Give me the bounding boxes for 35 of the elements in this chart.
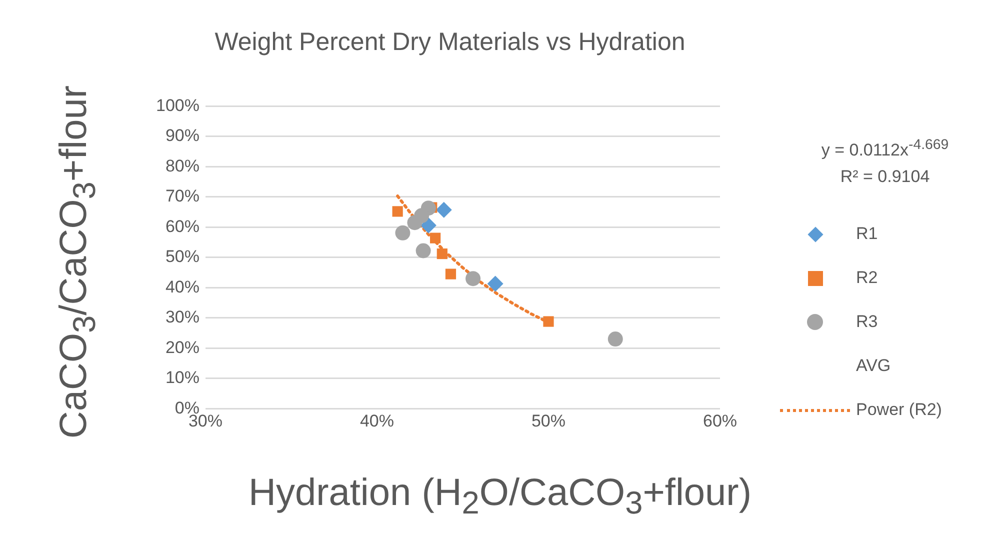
point: [445, 268, 456, 280]
point: [466, 271, 481, 286]
x-tick-label: 40%: [360, 411, 394, 430]
legend-label: R1: [856, 224, 878, 244]
point: [416, 243, 431, 258]
y-tick-label: 50%: [165, 247, 200, 266]
point: [543, 316, 554, 327]
chart-title: Weight Percent Dry Materials vs Hydration: [214, 28, 686, 57]
y-tick-label: 40%: [165, 277, 200, 296]
legend-label: Power (R2): [856, 400, 942, 420]
point: [395, 225, 410, 240]
point: [436, 248, 448, 260]
text: AVG: [856, 356, 891, 376]
point: [436, 202, 452, 218]
point: [407, 215, 422, 230]
point: [430, 232, 441, 244]
point: [392, 206, 403, 217]
x-axis-title: Hydration (H$_{2}$O/CaCO$_{3}$+flour): [248, 472, 752, 522]
y-tick-label: 60%: [165, 216, 200, 236]
x-tick-label: 50%: [531, 411, 566, 430]
legend-label: R2: [856, 268, 878, 288]
y-tick-label: 10%: [165, 368, 200, 388]
point: [608, 332, 623, 347]
legend-label: R3: [856, 312, 878, 332]
y-tick-label: 30%: [165, 308, 200, 327]
point: [487, 276, 504, 292]
y-tick-label: 70%: [165, 186, 200, 206]
text: R² = 0.9104: [839, 166, 931, 188]
y-tick-label: 20%: [165, 338, 200, 357]
y-tick-label: 80%: [165, 156, 200, 176]
text: y = 0.0112x$^{-4.669}$: [820, 136, 950, 162]
y-tick-label: 100%: [156, 96, 200, 115]
x-tick-label: 60%: [702, 411, 738, 430]
point: [420, 217, 436, 234]
y-tick-label: 90%: [165, 126, 200, 146]
